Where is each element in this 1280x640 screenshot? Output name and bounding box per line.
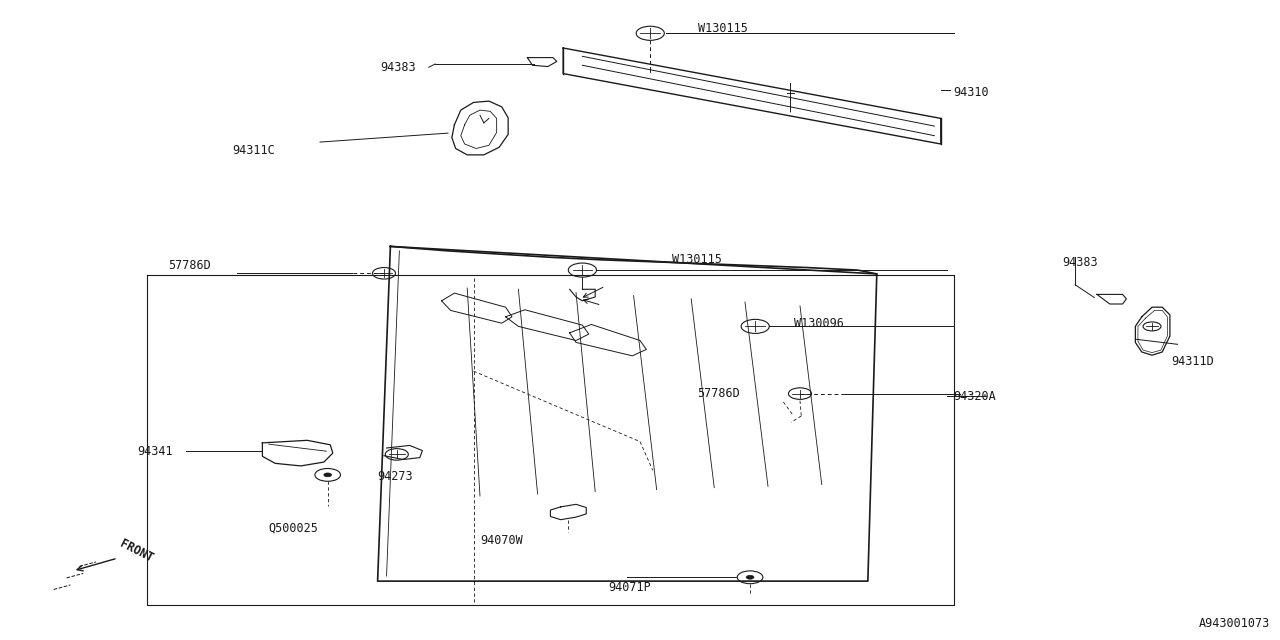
Text: W130115: W130115 bbox=[698, 22, 748, 35]
Text: 57786D: 57786D bbox=[169, 259, 211, 272]
Text: W130096: W130096 bbox=[794, 317, 844, 330]
Text: 94341: 94341 bbox=[137, 445, 173, 458]
Text: 94311C: 94311C bbox=[233, 144, 275, 157]
Text: 94383: 94383 bbox=[380, 61, 416, 74]
Text: 57786D: 57786D bbox=[698, 387, 740, 400]
Text: 94071P: 94071P bbox=[608, 581, 650, 594]
Text: 94273: 94273 bbox=[378, 470, 413, 483]
Text: A943001073: A943001073 bbox=[1198, 618, 1270, 630]
Text: 94320A: 94320A bbox=[954, 390, 996, 403]
Text: W130115: W130115 bbox=[672, 253, 722, 266]
Circle shape bbox=[746, 575, 754, 579]
Text: Q500025: Q500025 bbox=[269, 522, 319, 534]
Circle shape bbox=[324, 473, 332, 477]
Text: 94070W: 94070W bbox=[480, 534, 522, 547]
Text: 94310: 94310 bbox=[954, 86, 989, 99]
Text: FRONT: FRONT bbox=[118, 537, 155, 564]
Text: 94311D: 94311D bbox=[1171, 355, 1213, 368]
Text: 94383: 94383 bbox=[1062, 256, 1098, 269]
